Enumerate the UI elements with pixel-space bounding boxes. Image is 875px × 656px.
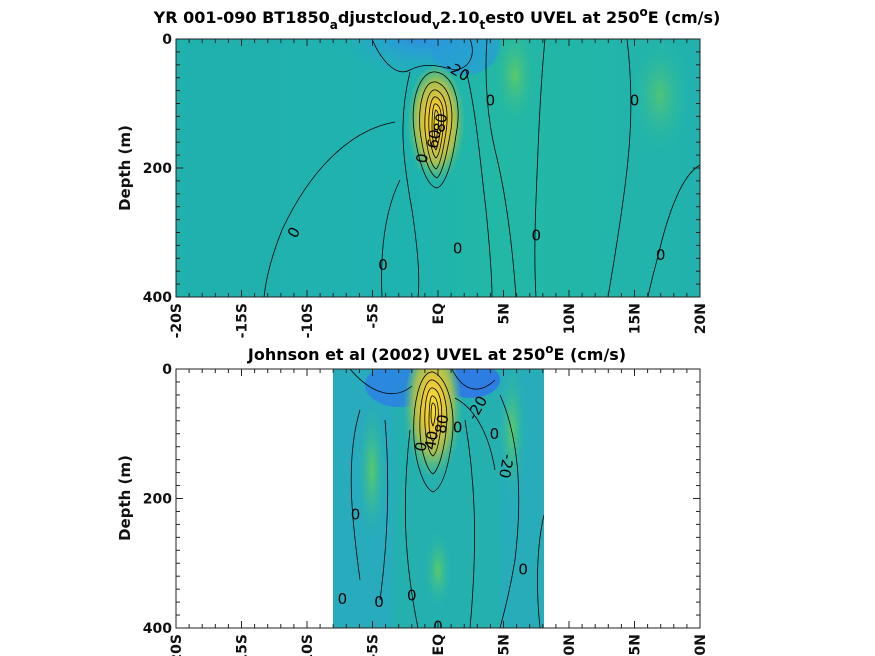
- x-tick-label: 10N: [562, 634, 578, 656]
- y-tick-label: 200: [143, 161, 172, 177]
- title-part: Johnson et al (2002) UVEL at 250: [247, 345, 545, 364]
- title-part: djustcloud: [338, 8, 432, 27]
- y-tick-label: 400: [143, 621, 172, 637]
- contour-label: 0: [486, 91, 496, 109]
- title-part: YR 001-090 BT1850: [153, 8, 330, 27]
- x-tick-label: -5S: [366, 634, 382, 656]
- contour-label: 0: [518, 561, 528, 579]
- title-part: t: [479, 18, 485, 32]
- title-part: a: [330, 18, 338, 32]
- title-part: E (cm/s): [648, 8, 721, 27]
- bottom-panel: Johnson et al (2002) UVEL at 250oE (cm/s…: [116, 342, 709, 656]
- contour-label: 0: [490, 425, 500, 443]
- contour-label: 0: [407, 587, 417, 605]
- y-tick-label: 200: [143, 492, 172, 508]
- title-part: est0 UVEL at 250: [485, 8, 639, 27]
- contour-label: 0: [413, 152, 432, 165]
- title-part: o: [545, 342, 553, 356]
- title-part: v: [432, 18, 440, 32]
- x-tick-label: -15S: [235, 634, 251, 656]
- x-tick-label: 20N: [693, 303, 709, 334]
- top-y-axis-label: Depth (m): [116, 125, 134, 211]
- contour-label: 60: [424, 128, 445, 150]
- contour-label: 0: [338, 590, 348, 608]
- bottom-y-axis-label: Depth (m): [116, 455, 134, 541]
- contour-label: 80: [431, 413, 452, 435]
- contour-label: 0: [351, 506, 361, 524]
- x-tick-label: EQ: [431, 303, 447, 325]
- title-part: E (cm/s): [553, 345, 626, 364]
- contour-label: 0: [545, 541, 555, 559]
- x-tick-label: 20N: [693, 634, 709, 656]
- x-tick-label: 15N: [628, 303, 644, 334]
- contour-label: 0: [453, 418, 463, 436]
- x-tick-label: 5N: [497, 303, 513, 324]
- bottom-panel-title: Johnson et al (2002) UVEL at 250oE (cm/s…: [247, 342, 626, 364]
- x-tick-label: EQ: [431, 634, 447, 656]
- x-tick-label: 5N: [497, 634, 513, 655]
- x-tick-label: -10S: [300, 303, 316, 338]
- contour-label: 0: [656, 246, 666, 264]
- contour-label: 0: [630, 91, 640, 109]
- contour-label: 0: [374, 593, 384, 611]
- y-tick-label: 400: [143, 290, 172, 306]
- x-tick-label: -10S: [300, 634, 316, 656]
- x-tick-label: -15S: [235, 303, 251, 338]
- contour-label: 0: [411, 440, 430, 453]
- contour-label: 0: [531, 227, 541, 245]
- contour-label: 80: [430, 112, 451, 134]
- y-tick-label: 0: [162, 32, 172, 48]
- x-tick-label: 15N: [628, 634, 644, 656]
- x-tick-label: -20S: [169, 303, 185, 338]
- contour-label: 0: [378, 256, 388, 274]
- x-tick-label: 10N: [562, 303, 578, 334]
- x-tick-label: -20S: [169, 634, 185, 656]
- x-tick-label: -5S: [366, 303, 382, 329]
- contour-label: -20: [495, 452, 517, 479]
- title-part: 2.10: [440, 8, 479, 27]
- contour-label: 0: [453, 240, 463, 258]
- top-panel: YR 001-090 BT1850adjustcloudv2.10test0 U…: [116, 5, 720, 338]
- top-panel-title: YR 001-090 BT1850adjustcloudv2.10test0 U…: [153, 5, 721, 32]
- contour-label: 40: [421, 429, 442, 451]
- title-part: o: [639, 5, 647, 19]
- y-tick-label: 0: [162, 362, 172, 378]
